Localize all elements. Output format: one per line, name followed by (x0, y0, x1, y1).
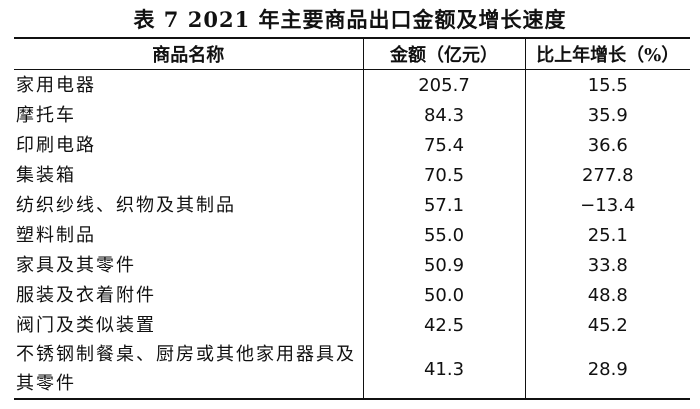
item-value: 45.2 (524, 310, 690, 340)
data-table: 商品名称 金额（亿元） 比上年增长（%） 家用电器 205.7 15.5 摩托车 84.3 3… (14, 37, 690, 400)
item-name: 集装箱 (16, 164, 76, 186)
item-name: 塑料制品 (16, 224, 96, 246)
item-value: 55.0 (362, 220, 525, 250)
table-row: 纺织纱线、织物及其制品 57.1 −13.4 (14, 190, 690, 220)
item-value: 41.3 (362, 340, 525, 399)
table-row: 印刷电路 75.4 36.6 (14, 130, 690, 160)
column-header: 金额（亿元） (362, 38, 525, 70)
item-value: 84.3 (362, 100, 525, 130)
item-value: 36.6 (524, 130, 690, 160)
item-value: −13.4 (524, 190, 690, 220)
item-value: 33.8 (524, 250, 690, 280)
item-value: 28.9 (524, 340, 690, 399)
item-value: 50.9 (362, 250, 525, 280)
column-header: 商品名称 (14, 38, 363, 70)
column-header: 比上年增长（%） (524, 38, 690, 70)
item-value: 277.8 (524, 160, 690, 190)
item-value: 75.4 (362, 130, 525, 160)
table-row: 摩托车 84.3 35.9 (14, 100, 690, 130)
item-name: 服装及衣着附件 (16, 284, 156, 306)
item-name: 家具及其零件 (16, 254, 136, 276)
item-value: 25.1 (524, 220, 690, 250)
item-value: 42.5 (362, 310, 525, 340)
table-row: 阀门及类似装置 42.5 45.2 (14, 310, 690, 340)
table-row: 服装及衣着附件 50.0 48.8 (14, 280, 690, 310)
table-title: 表 7 2021 年主要商品出口金额及增长速度 (133, 7, 567, 32)
table-row: 不锈钢制餐桌、厨房或其他家用器具及其零件 41.3 28.9 (14, 340, 690, 399)
item-name: 印刷电路 (16, 134, 96, 156)
item-name: 阀门及类似装置 (16, 314, 156, 336)
item-value: 35.9 (524, 100, 690, 130)
table-row: 集装箱 70.5 277.8 (14, 160, 690, 190)
item-value: 70.5 (362, 160, 525, 190)
item-value: 48.8 (524, 280, 690, 310)
table-row: 塑料制品 55.0 25.1 (14, 220, 690, 250)
item-name: 不锈钢制餐桌、厨房或其他家用器具及其零件 (16, 344, 356, 394)
item-name: 摩托车 (16, 104, 76, 126)
item-name: 家用电器 (16, 74, 96, 96)
table-body: 家用电器 205.7 15.5 摩托车 84.3 35.9 印刷电路 75.4 36.6 集装箱 7… (14, 69, 690, 399)
item-value: 50.0 (362, 280, 525, 310)
table-row: 家用电器 205.7 15.5 (14, 69, 690, 100)
header-row: 商品名称 金额（亿元） 比上年增长（%） (14, 38, 690, 70)
item-value: 57.1 (362, 190, 525, 220)
item-value: 205.7 (362, 69, 525, 100)
item-value: 15.5 (524, 69, 690, 100)
item-name: 纺织纱线、织物及其制品 (16, 194, 236, 216)
table-row: 家具及其零件 50.9 33.8 (14, 250, 690, 280)
